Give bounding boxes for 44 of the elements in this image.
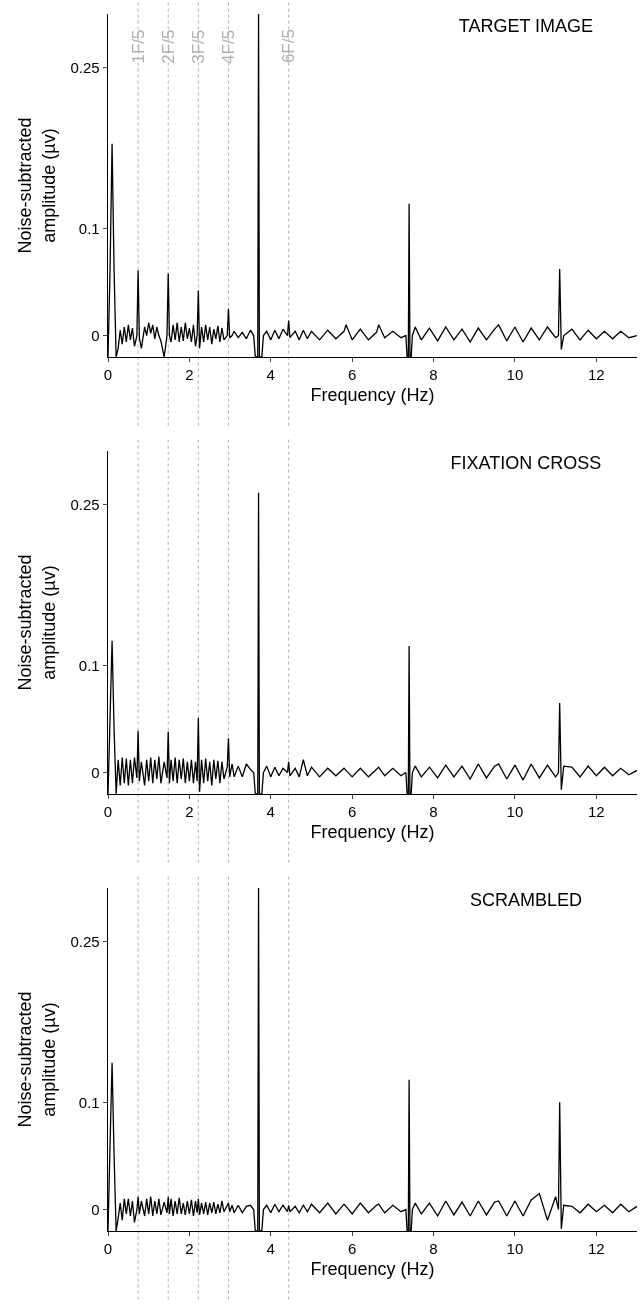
- chart-title: TARGET IMAGE: [458, 15, 594, 36]
- x-tick-label: 4: [266, 366, 275, 384]
- x-tick-label: 2: [185, 366, 194, 384]
- y-tick-label: 0.25: [70, 495, 100, 513]
- x-axis-title: Frequency (Hz): [310, 822, 435, 843]
- x-tick-label: 2: [185, 803, 194, 821]
- y-tick-label: 0.1: [78, 219, 100, 237]
- x-tick-label: 8: [429, 1240, 438, 1258]
- x-tick-label: 12: [587, 1240, 605, 1258]
- x-tick-label: 8: [429, 803, 438, 821]
- y-tick-label: 0.1: [78, 656, 100, 674]
- y-axis-title: Noise-subtracted amplitude (µv): [15, 117, 59, 254]
- x-tick-label: 12: [587, 803, 605, 821]
- x-tick-label: 0: [103, 1240, 113, 1258]
- x-tick-label: 6: [347, 366, 357, 384]
- x-tick-label: 2: [185, 1240, 194, 1258]
- x-tick-label: 8: [429, 366, 438, 384]
- x-axis-title: Frequency (Hz): [310, 1259, 435, 1280]
- y-tick-label: 0: [91, 763, 100, 781]
- x-tick-label: 4: [266, 1240, 275, 1258]
- y-tick-label: 0.1: [78, 1093, 100, 1111]
- y-axis-title: Noise-subtracted amplitude (µv): [15, 554, 59, 691]
- y-axis-title: Noise-subtracted amplitude (µv): [15, 991, 59, 1128]
- y-tick-label: 0: [91, 326, 100, 344]
- x-tick-label: 6: [347, 1240, 357, 1258]
- ref-line-label: 6F/5: [279, 29, 299, 64]
- x-tick-label: 10: [506, 803, 524, 821]
- ref-line-label: 2F/5: [158, 29, 178, 64]
- ref-line-label: 4F/5: [219, 29, 238, 64]
- ref-line-label: 3F/5: [188, 29, 208, 64]
- x-tick-label: 12: [587, 366, 605, 384]
- y-tick-label: 0.25: [70, 58, 100, 76]
- x-tick-label: 10: [506, 1240, 524, 1258]
- x-tick-label: 4: [266, 803, 275, 821]
- x-axis-title: Frequency (Hz): [310, 385, 435, 406]
- chart-title: SCRAMBLED: [469, 889, 582, 910]
- x-tick-label: 0: [103, 366, 113, 384]
- y-tick-label: 0.25: [70, 932, 100, 950]
- ref-line-label: 1F/5: [128, 29, 148, 64]
- x-tick-label: 0: [103, 803, 113, 821]
- y-tick-label: 0: [91, 1200, 100, 1218]
- x-tick-label: 6: [347, 803, 357, 821]
- x-tick-label: 10: [506, 366, 524, 384]
- chart-title: FIXATION CROSS: [450, 452, 602, 473]
